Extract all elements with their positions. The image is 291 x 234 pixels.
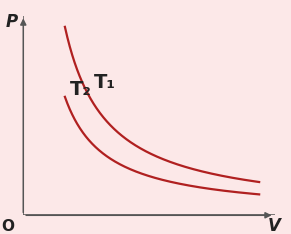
Text: P: P [5,13,17,31]
Text: O: O [1,219,14,234]
Text: V: V [268,217,281,234]
Text: T₂: T₂ [70,80,92,99]
Text: T₁: T₁ [94,73,116,91]
